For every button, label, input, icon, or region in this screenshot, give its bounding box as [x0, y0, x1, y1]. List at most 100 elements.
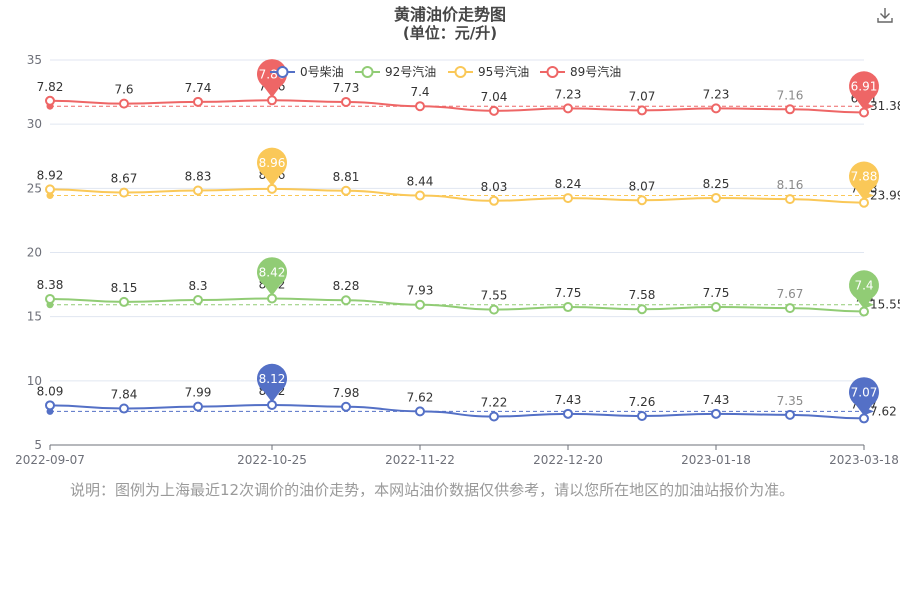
min-marker-label: 7.88 — [851, 170, 878, 184]
y-tick-label: 35 — [27, 53, 42, 67]
min-marker-label: 6.91 — [851, 79, 878, 93]
legend-label: 89号汽油 — [570, 64, 621, 79]
data-point[interactable] — [193, 294, 203, 305]
data-label: 7.58 — [629, 288, 656, 302]
data-label: 7.75 — [703, 286, 730, 300]
data-point[interactable] — [415, 101, 425, 112]
data-point[interactable] — [45, 400, 55, 411]
series-89号汽油: 31.387.827.67.747.867.737.47.047.237.077… — [37, 59, 900, 118]
data-point[interactable] — [785, 104, 795, 115]
data-label: 8.38 — [37, 278, 64, 292]
grid-lines — [50, 59, 864, 446]
max-marker-label: 8.12 — [259, 372, 286, 386]
data-point[interactable] — [341, 185, 351, 196]
legend-item-92号汽油[interactable]: 92号汽油 — [355, 64, 436, 79]
series-line — [49, 99, 865, 114]
legend-item-89号汽油[interactable]: 89号汽油 — [540, 64, 621, 79]
data-point[interactable] — [415, 190, 425, 201]
y-tick-label: 10 — [27, 374, 42, 388]
max-marker-pin — [257, 147, 288, 187]
data-point[interactable] — [119, 296, 129, 307]
legend-marker — [454, 66, 467, 78]
data-point[interactable] — [193, 185, 203, 196]
data-label: 7.23 — [555, 87, 582, 101]
data-label: 7.43 — [703, 393, 730, 407]
x-tick-label: 2023-03-18 — [829, 453, 899, 467]
legend-item-95号汽油[interactable]: 95号汽油 — [448, 64, 529, 79]
max-marker-label: 8.96 — [259, 156, 286, 170]
x-tick-label: 2022-09-07 — [15, 453, 85, 467]
data-point[interactable] — [637, 195, 647, 206]
data-point[interactable] — [45, 293, 55, 304]
data-label: 7.16 — [777, 88, 804, 102]
data-point[interactable] — [489, 105, 499, 116]
data-point[interactable] — [489, 304, 499, 315]
data-point[interactable] — [341, 295, 351, 306]
y-axis: 5 10 15 20 25 30 35 — [27, 53, 42, 452]
legend[interactable]: 0号柴油 92号汽油 95号汽油 89号汽油 — [270, 64, 621, 79]
data-label: 8.24 — [555, 177, 582, 191]
x-axis: 2022-09-07 2022-10-25 2022-11-22 2022-12-20… — [15, 444, 899, 467]
y-tick-label: 30 — [27, 117, 42, 131]
data-label: 7.26 — [629, 395, 656, 409]
data-label: 8.83 — [185, 170, 212, 184]
data-point[interactable] — [785, 194, 795, 205]
data-point[interactable] — [711, 302, 721, 313]
data-point[interactable] — [45, 95, 55, 106]
data-point[interactable] — [119, 187, 129, 198]
data-point[interactable] — [785, 303, 795, 314]
data-label: 7.74 — [185, 81, 212, 95]
data-label: 8.3 — [188, 279, 207, 293]
max-marker-label: 8.42 — [259, 265, 286, 279]
data-point[interactable] — [119, 98, 129, 109]
data-point[interactable] — [45, 184, 55, 195]
data-point[interactable] — [637, 410, 647, 421]
data-point[interactable] — [637, 105, 647, 116]
max-marker-pin — [257, 363, 288, 403]
data-label: 7.67 — [777, 287, 804, 301]
data-label: 8.25 — [703, 177, 730, 191]
data-label: 7.43 — [555, 393, 582, 407]
average-line-label: 31.38 — [870, 99, 900, 113]
min-marker-label: 7.07 — [851, 385, 878, 399]
data-point[interactable] — [415, 299, 425, 310]
x-tick-label: 2022-12-20 — [533, 453, 603, 467]
data-point[interactable] — [193, 96, 203, 107]
data-point[interactable] — [341, 96, 351, 107]
data-label: 8.92 — [37, 168, 64, 182]
legend-item-0号柴油[interactable]: 0号柴油 — [270, 65, 344, 79]
data-label: 8.28 — [333, 279, 360, 293]
data-point[interactable] — [119, 403, 129, 414]
data-point[interactable] — [415, 406, 425, 417]
download-icon[interactable] — [876, 6, 894, 24]
data-point[interactable] — [711, 103, 721, 114]
series-0号柴油: 7.62 8.09 7.84 7.99 8.12 7.98 7.62 7.22 7.43 7.26… — [37, 363, 897, 424]
min-marker-pin — [849, 71, 879, 110]
data-point[interactable] — [563, 302, 573, 313]
data-point[interactable] — [489, 195, 499, 206]
series-group: 7.62 8.09 7.84 7.99 8.12 7.98 7.62 7.22 7.43 7.26… — [37, 59, 900, 424]
data-point[interactable] — [711, 192, 721, 203]
min-marker-pin — [849, 377, 879, 416]
series-92号汽油: 15.55 8.38 8.15 8.3 8.42 8.28 7.93 7.55 7.75 7.58… — [37, 257, 900, 317]
average-line-label: 23.99 — [870, 189, 900, 203]
data-point[interactable] — [711, 408, 721, 419]
data-label: 7.82 — [37, 80, 64, 94]
data-point[interactable] — [193, 401, 203, 412]
data-point[interactable] — [341, 401, 351, 412]
y-tick-label: 20 — [27, 246, 42, 260]
data-point[interactable] — [785, 409, 795, 420]
data-label: 7.62 — [407, 390, 434, 404]
y-tick-label: 15 — [27, 310, 42, 324]
min-marker-label: 7.4 — [854, 279, 873, 293]
data-point[interactable] — [563, 408, 573, 419]
data-point[interactable] — [489, 411, 499, 422]
min-marker-pin — [849, 161, 879, 200]
data-point[interactable] — [563, 193, 573, 204]
legend-label: 0号柴油 — [300, 65, 344, 79]
data-point[interactable] — [563, 103, 573, 114]
data-point[interactable] — [637, 304, 647, 315]
data-label: 7.93 — [407, 284, 434, 298]
data-label: 8.67 — [111, 172, 138, 186]
data-label: 7.84 — [111, 388, 138, 402]
